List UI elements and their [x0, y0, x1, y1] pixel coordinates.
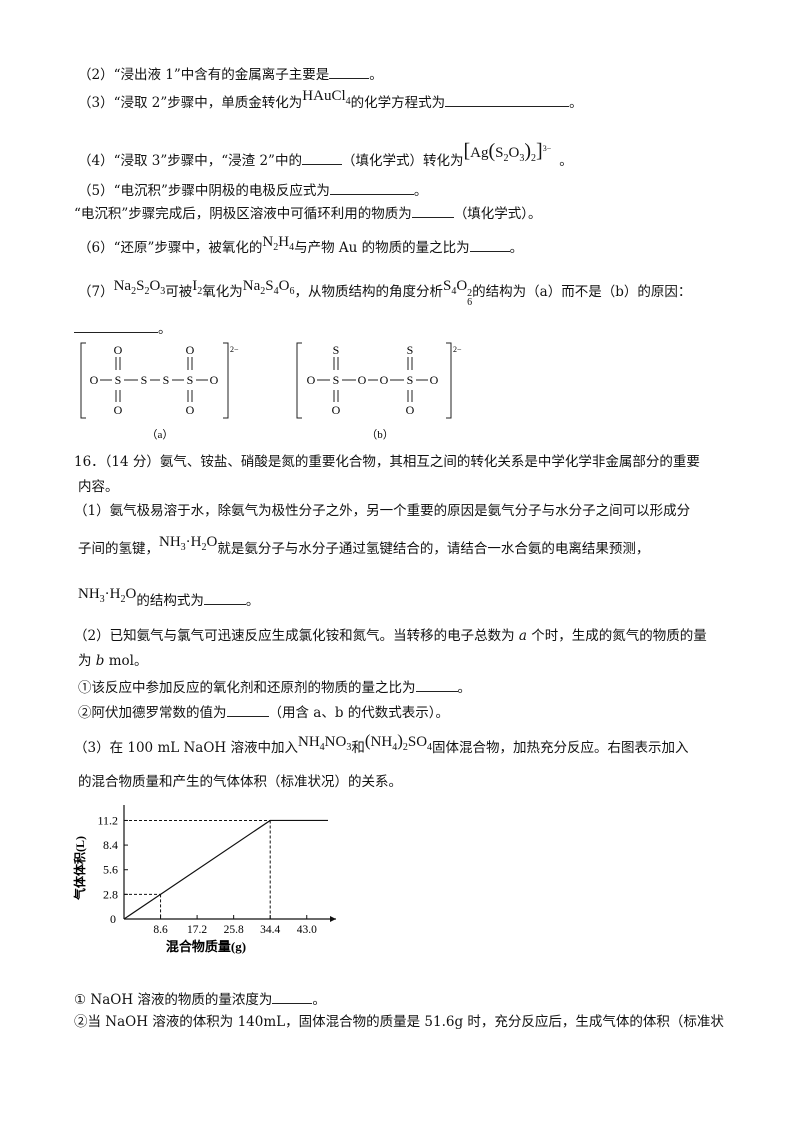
- formula-nh3-h2o: NH3·H2O: [159, 534, 218, 553]
- svg-text:O: O: [210, 373, 219, 387]
- q15-part5: （5）“电沉积”步骤中阴极的电极反应式为。: [78, 180, 427, 200]
- x-tick-label: 25.8: [224, 924, 244, 936]
- svg-text:S: S: [115, 373, 122, 387]
- svg-text:O: O: [114, 343, 123, 357]
- structure-a: 2− O O O S S S S O O O （a）: [80, 342, 239, 441]
- q15-part3: （3）“浸取 2”步骤中，单质金转化为HAuCl4的化学方程式为。: [78, 88, 583, 111]
- svg-text:O: O: [90, 373, 99, 387]
- answer-blank[interactable]: [415, 677, 458, 692]
- svg-text:O: O: [114, 403, 123, 417]
- series-line: [123, 819, 328, 920]
- origin-label: 0: [110, 912, 116, 926]
- y-tick-label: 8.4: [103, 838, 118, 852]
- q15-part6: （6）“还原”步骤中，被氧化的N2H4与产物 Au 的物质的量之比为。: [78, 234, 524, 256]
- formula-i2: I2: [192, 278, 203, 297]
- q16-part3-line1: （3）在 100 mL NaOH 溶液中加入NH4NO3和(NH4)2SO4固体…: [74, 731, 689, 757]
- y-axis-label: 气体体积(L): [72, 836, 87, 901]
- q16-part2-line2: 为 b mol。: [78, 653, 148, 669]
- label-b: （b）: [366, 428, 394, 441]
- formula-ag-s2o3-2: [Ag(S2O3)2]3−: [463, 140, 552, 164]
- x-axis-label: 混合物质量(g): [166, 939, 246, 954]
- q15-part4: （4）“浸取 3”步骤中，“浸渣 2”中的 （填化学式）转化为[Ag(S2O3)2…: [78, 140, 573, 169]
- answer-blank[interactable]: [445, 92, 570, 107]
- x-tick-label: 34.4: [260, 924, 280, 936]
- answer-blank[interactable]: [469, 237, 510, 252]
- q16-heading-1: 16．（14 分）氨气、铵盐、硝酸是氮的重要化合物，其相互之间的转化关系是中学化…: [74, 454, 700, 470]
- q16-part3-line2: 的混合物质量和产生的气体体积（标准状况）的关系。: [78, 774, 402, 790]
- svg-text:S: S: [407, 343, 414, 357]
- q16-part2-line1: （2）已知氨气与氯气可迅速反应生成氯化铵和氮气。当转移的电子总数为 a 个时，生…: [74, 628, 707, 644]
- gas-volume-chart: 0 2.8 5.6 8.4 11.2 8.6 17.2 25.8 34.4 43.0 混合物质量(g…: [72, 805, 336, 954]
- x-tick-label: 17.2: [187, 924, 207, 936]
- svg-text:S: S: [333, 373, 340, 387]
- formula-nh4no3: NH4NO3: [298, 734, 352, 753]
- svg-text:S: S: [333, 343, 340, 357]
- formula-nh3-h2o: NH3·H2O: [78, 586, 137, 605]
- q16-part2-q2: ②阿伏加德罗常数的值为 （用含 a、b 的代数式表示）。: [78, 702, 449, 722]
- charge-label: 2−: [230, 345, 239, 354]
- svg-text:S: S: [187, 373, 194, 387]
- q16-part1-line3: NH3·H2O的结构式为。: [78, 586, 260, 609]
- svg-text:S: S: [163, 373, 170, 387]
- answer-blank[interactable]: [329, 180, 414, 195]
- formula-s4o6: S4O 2 6: [442, 278, 473, 308]
- answer-blank[interactable]: [272, 989, 313, 1004]
- q15-part2: （2）“浸出液 1”中含有的金属离子主要是。: [78, 64, 383, 84]
- q15-part5b: “电沉积”步骤完成后，阴极区溶液中可循环利用的物质为 （填化学式）。: [74, 203, 542, 223]
- formula-n2h4: N2H4: [262, 234, 295, 253]
- svg-text:O: O: [358, 373, 367, 387]
- x-axis-arrow: [330, 916, 336, 922]
- svg-text:O: O: [430, 373, 439, 387]
- formula-na2s2o3: Na2S2O3: [113, 278, 166, 297]
- answer-blank[interactable]: [203, 590, 246, 605]
- s4o6-structure-diagrams: 2− O O O S S S S O O O （a） 2− S S O S: [80, 342, 462, 441]
- answer-blank[interactable]: [411, 203, 454, 218]
- structure-b: 2− S S O S O O S O O O （b）: [296, 342, 462, 441]
- q16-part3-q2: ②当 NaOH 溶液的体积为 140mL，固体混合物的质量是 51.6g 时，充…: [74, 1014, 724, 1030]
- svg-text:O: O: [380, 373, 389, 387]
- y-tick-label: 2.8: [103, 887, 118, 901]
- svg-text:O: O: [406, 403, 415, 417]
- y-tick-label: 5.6: [103, 863, 118, 877]
- label-a: （a）: [147, 428, 174, 441]
- q16-heading-2: 内容。: [78, 479, 119, 495]
- x-tick-label: 43.0: [297, 924, 317, 936]
- y-tick-label: 11.2: [97, 813, 118, 827]
- charge-label: 2−: [453, 345, 462, 354]
- q15-part7: （7）Na2S2O3可被I2氧化为Na2S4O6，从物质结构的角度分析S4O 2 6…: [78, 278, 692, 308]
- svg-text:O: O: [307, 373, 316, 387]
- q16-part2-q1: ①该反应中参加反应的氧化剂和还原剂的物质的量之比为。: [78, 677, 471, 697]
- svg-text:O: O: [186, 343, 195, 357]
- q16-part1-line1: （1）氨气极易溶于水，除氨气为极性分子之外，另一个重要的原因是氨气分子与水分子之…: [74, 503, 691, 519]
- formula-na2s4o6: Na2S4O6: [242, 278, 295, 297]
- answer-blank[interactable]: [74, 318, 158, 333]
- svg-text:O: O: [332, 403, 341, 417]
- answer-blank[interactable]: [226, 702, 269, 717]
- q16-part3-q1: ① NaOH 溶液的物质的量浓度为。: [74, 989, 326, 1009]
- q15-part7-answer: 。: [74, 318, 172, 338]
- answer-blank[interactable]: [301, 150, 342, 165]
- svg-text:S: S: [141, 373, 148, 387]
- svg-text:O: O: [186, 403, 195, 417]
- formula-haucl4: HAuCl4: [302, 88, 351, 107]
- q16-part1-line2: 子间的氢键，NH3·H2O就是氨分子与水分子通过氢键结合的，请结合一水合氨的电离…: [78, 534, 650, 557]
- svg-text:S: S: [407, 373, 414, 387]
- formula-nh4-2so4: (NH4)2SO4: [364, 731, 433, 754]
- answer-blank[interactable]: [329, 64, 370, 79]
- x-tick-label: 8.6: [153, 924, 168, 936]
